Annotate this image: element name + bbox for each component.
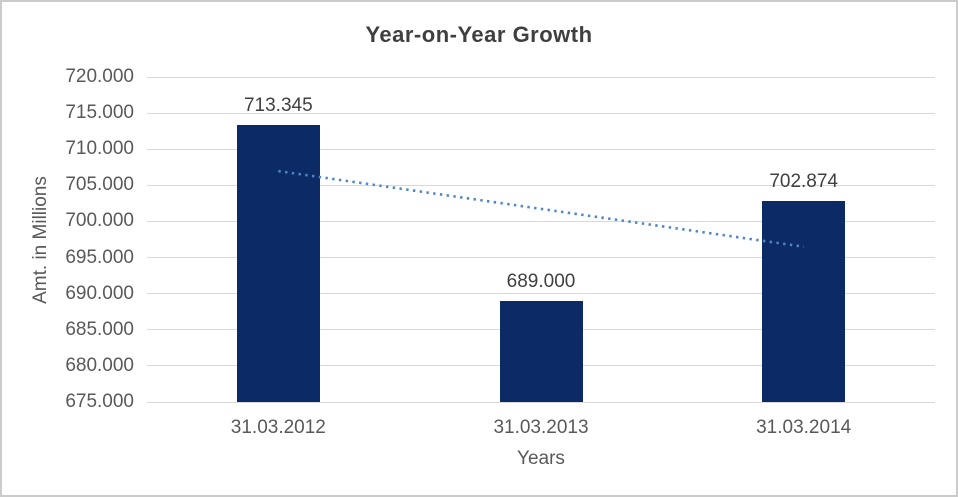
x-axis-title: Years <box>517 448 565 469</box>
trendline-dotted-line <box>278 169 804 248</box>
chart-title: Year-on-Year Growth <box>365 22 593 47</box>
